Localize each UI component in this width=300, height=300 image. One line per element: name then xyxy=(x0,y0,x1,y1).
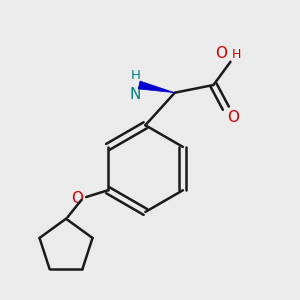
Text: H: H xyxy=(130,69,140,82)
Text: H: H xyxy=(231,48,241,61)
Text: O: O xyxy=(227,110,239,125)
Text: O: O xyxy=(71,191,83,206)
Text: N: N xyxy=(130,86,141,101)
Polygon shape xyxy=(138,81,175,93)
Text: O: O xyxy=(215,46,227,61)
